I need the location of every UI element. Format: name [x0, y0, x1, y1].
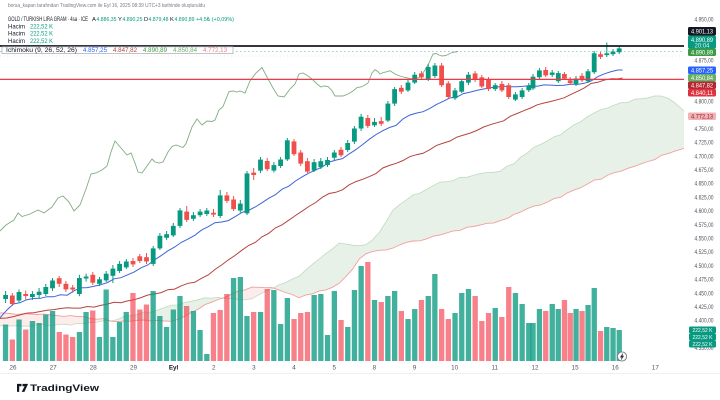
svg-text:20:04: 20:04	[694, 44, 710, 50]
svg-text:5: 5	[332, 364, 336, 371]
svg-text:4.575,00: 4.575,00	[695, 222, 714, 229]
svg-text:4.875,00: 4.875,00	[695, 57, 714, 64]
svg-text:4.800,00: 4.800,00	[695, 99, 714, 106]
svg-text:4.847,82: 4.847,82	[113, 47, 138, 54]
svg-text:A: A	[92, 17, 96, 23]
svg-text:4.857,25: 4.857,25	[691, 67, 713, 74]
svg-text:4.350,00: 4.350,00	[695, 345, 714, 352]
svg-text:29: 29	[130, 364, 138, 371]
svg-text:4.500,00: 4.500,00	[695, 263, 714, 270]
svg-text:4.425,00: 4.425,00	[695, 304, 714, 311]
svg-text:+4,5₺ (+0,09%): +4,5₺ (+0,09%)	[196, 16, 234, 23]
svg-text:16: 16	[612, 364, 620, 371]
svg-text:4.772,13: 4.772,13	[691, 113, 713, 120]
svg-text:4.847,82: 4.847,82	[691, 82, 713, 89]
svg-text:GOLD / TURKISH LIRA GRAM · 4sa: GOLD / TURKISH LIRA GRAM · 4sa · ICE	[8, 16, 88, 23]
svg-text:17: 17	[652, 364, 660, 371]
svg-text:28: 28	[90, 364, 98, 371]
svg-text:K: K	[170, 17, 174, 23]
svg-text:4.886,35: 4.886,35	[97, 17, 117, 23]
svg-text:10: 10	[451, 364, 459, 371]
svg-text:4.901,13: 4.901,13	[691, 28, 713, 35]
svg-text:4: 4	[292, 364, 296, 371]
svg-text:4.525,00: 4.525,00	[695, 249, 714, 256]
svg-text:4.879,48: 4.879,48	[149, 17, 169, 23]
svg-text:TradingView: TradingView	[30, 383, 99, 393]
svg-text:4.850,84: 4.850,84	[691, 75, 713, 82]
svg-text:4.890,89: 4.890,89	[143, 47, 168, 54]
svg-text:Hacim: Hacim	[8, 38, 25, 45]
svg-text:4.725,00: 4.725,00	[695, 140, 714, 147]
svg-text:4.857,25: 4.857,25	[83, 47, 108, 54]
svg-text:222,52 K: 222,52 K	[693, 335, 713, 341]
svg-text:2: 2	[212, 364, 216, 371]
svg-text:26: 26	[9, 364, 17, 371]
svg-text:Eyl: Eyl	[169, 364, 179, 371]
svg-text:4.400,00: 4.400,00	[695, 318, 714, 325]
svg-text:4.750,00: 4.750,00	[695, 126, 714, 133]
svg-text:8: 8	[373, 364, 377, 371]
svg-text:Hacim: Hacim	[8, 31, 25, 38]
svg-text:4.650,00: 4.650,00	[695, 181, 714, 188]
svg-text:222,52 K: 222,52 K	[693, 328, 713, 334]
svg-text:222,52 K: 222,52 K	[30, 31, 54, 38]
svg-text:4.700,00: 4.700,00	[695, 153, 714, 160]
svg-text:4.840,11: 4.840,11	[691, 90, 713, 97]
svg-text:4.890,89: 4.890,89	[175, 17, 195, 23]
svg-text:Ichimoku (9, 26, 52, 26): Ichimoku (9, 26, 52, 26)	[6, 47, 77, 54]
svg-text:4.950,00: 4.950,00	[695, 16, 714, 23]
svg-text:D: D	[144, 17, 148, 23]
svg-text:11: 11	[492, 364, 499, 371]
svg-text:4.890,25: 4.890,25	[123, 17, 143, 23]
svg-text:4.890,89: 4.890,89	[691, 49, 713, 56]
svg-text:4.850,84: 4.850,84	[173, 47, 198, 54]
svg-text:222,52 K: 222,52 K	[30, 38, 54, 45]
svg-text:4.550,00: 4.550,00	[695, 236, 714, 243]
svg-text:222,52 K: 222,52 K	[30, 23, 54, 30]
svg-text:3: 3	[252, 364, 256, 371]
svg-text:4.890,89: 4.890,89	[691, 37, 713, 44]
svg-text:4.475,00: 4.475,00	[695, 277, 714, 284]
svg-text:Y: Y	[118, 17, 122, 23]
svg-text:15: 15	[572, 364, 580, 371]
svg-text:4.675,00: 4.675,00	[695, 167, 714, 174]
svg-text:12: 12	[531, 364, 539, 371]
svg-text:222,52 K: 222,52 K	[693, 342, 713, 348]
svg-text:4.772,13: 4.772,13	[203, 47, 228, 54]
svg-text:9: 9	[413, 364, 417, 371]
svg-text:4.625,00: 4.625,00	[695, 194, 714, 201]
svg-text:4.600,00: 4.600,00	[695, 208, 714, 215]
svg-text:Hacim: Hacim	[8, 23, 25, 30]
svg-text:4.450,00: 4.450,00	[695, 290, 714, 297]
svg-text:27: 27	[50, 364, 58, 371]
svg-text:borsa_kapan tarafından Trading: borsa_kapan tarafından TradingView.com i…	[8, 3, 205, 9]
